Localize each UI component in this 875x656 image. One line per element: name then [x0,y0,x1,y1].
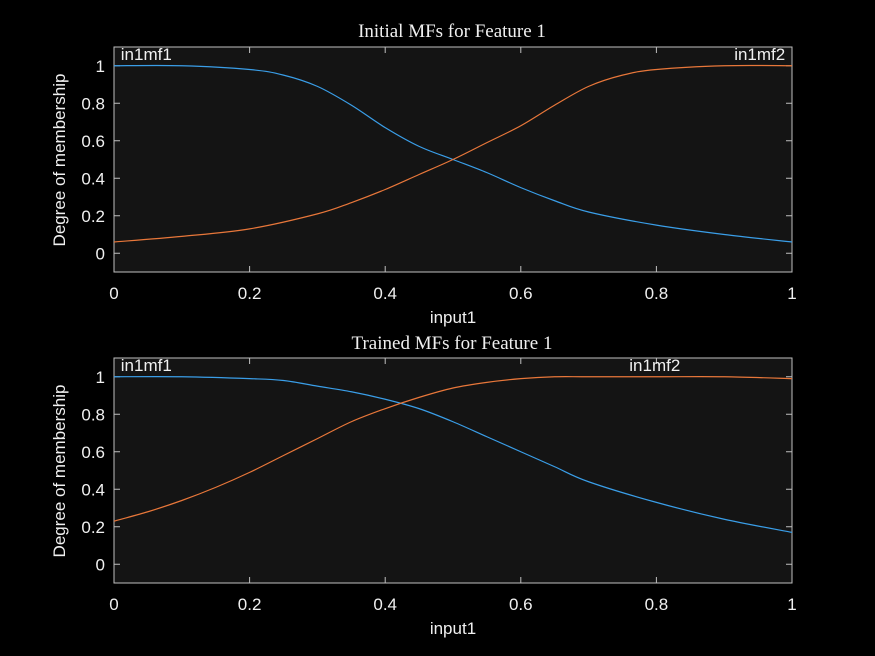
x-axis-label: input1 [430,308,476,327]
y-tick-label: 0.6 [81,132,105,151]
x-tick-label: 0.4 [373,595,397,614]
x-tick-label: 0.8 [645,595,669,614]
mf-label-in1mf2: in1mf2 [629,356,680,375]
chart-title: Initial MFs for Feature 1 [358,21,546,42]
y-tick-label: 0.2 [81,518,105,537]
x-tick-label: 1 [787,595,796,614]
y-axis-label: Degree of membership [50,385,69,558]
plot-area [113,357,793,584]
initial-mfs-plot: Initial MFs for Feature 1 0 0.2 0.4 0.6 0.8 1… [50,21,797,327]
y-tick-label: 0 [96,555,105,574]
y-tick-label: 1 [96,57,105,76]
y-tick-label: 0.4 [81,169,105,188]
x-tick-label: 0 [109,595,118,614]
y-tick-label: 0 [96,244,105,263]
x-tick-label: 0.4 [373,284,397,303]
y-tick-label: 0.8 [81,94,105,113]
mf-label-in1mf1: in1mf1 [121,356,172,375]
x-tick-label: 0.6 [509,284,533,303]
x-tick-label: 0.2 [238,595,262,614]
y-tick-label: 0.8 [81,405,105,424]
y-axis-label: Degree of membership [50,74,69,247]
series-line-in1mf2 [113,376,793,522]
trained-mfs-plot: Trained MFs for Feature 1 0 0.2 0.4 0.6 0.8 1… [50,333,797,638]
series-line-in1mf2 [113,64,793,243]
chart-title: Trained MFs for Feature 1 [352,333,553,354]
x-axis-label: input1 [430,619,476,638]
mf-label-in1mf1: in1mf1 [121,45,172,64]
x-tick-label: 0.6 [509,595,533,614]
y-tick-label: 0.2 [81,207,105,226]
y-tick-label: 0.6 [81,443,105,462]
x-tick-label: 0.8 [645,284,669,303]
x-tick-label: 0 [109,284,118,303]
y-tick-label: 1 [96,368,105,387]
x-tick-label: 0.2 [238,284,262,303]
mf-label-in1mf2: in1mf2 [734,45,785,64]
y-tick-label: 0.4 [81,480,105,499]
series-line-in1mf1 [113,376,793,533]
x-tick-label: 1 [787,284,796,303]
series-line-in1mf1 [113,64,793,243]
